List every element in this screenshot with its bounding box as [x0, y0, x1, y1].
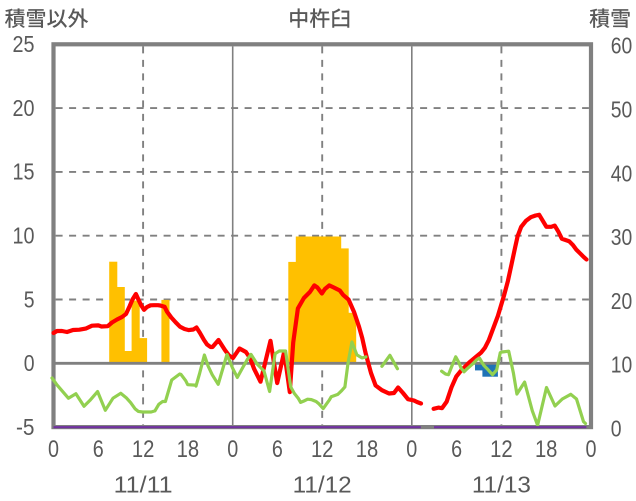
svg-text:18: 18	[177, 436, 200, 463]
svg-text:12: 12	[311, 436, 334, 463]
svg-text:40: 40	[611, 160, 633, 186]
svg-text:0: 0	[48, 436, 59, 463]
svg-text:11/13: 11/13	[472, 471, 531, 497]
svg-text:10: 10	[13, 223, 35, 249]
svg-text:11/12: 11/12	[293, 471, 352, 497]
svg-text:6: 6	[93, 436, 104, 463]
svg-text:5: 5	[24, 286, 35, 312]
svg-text:0: 0	[406, 436, 417, 463]
svg-text:10: 10	[611, 352, 633, 378]
svg-text:-5: -5	[16, 414, 35, 440]
svg-text:20: 20	[611, 288, 633, 314]
svg-text:50: 50	[611, 97, 633, 123]
svg-text:6: 6	[272, 436, 283, 463]
svg-text:6: 6	[451, 436, 462, 463]
svg-text:12: 12	[132, 436, 155, 463]
svg-text:0: 0	[227, 436, 238, 463]
svg-text:60: 60	[611, 33, 633, 59]
svg-text:12: 12	[490, 436, 513, 463]
svg-text:25: 25	[13, 31, 35, 57]
svg-text:20: 20	[13, 95, 35, 121]
svg-text:15: 15	[13, 159, 35, 185]
svg-text:0: 0	[611, 416, 622, 442]
svg-text:18: 18	[356, 436, 379, 463]
svg-text:18: 18	[535, 436, 558, 463]
svg-text:0: 0	[586, 436, 597, 463]
svg-text:30: 30	[611, 224, 633, 250]
svg-text:11/11: 11/11	[114, 471, 173, 497]
svg-text:0: 0	[24, 350, 35, 376]
